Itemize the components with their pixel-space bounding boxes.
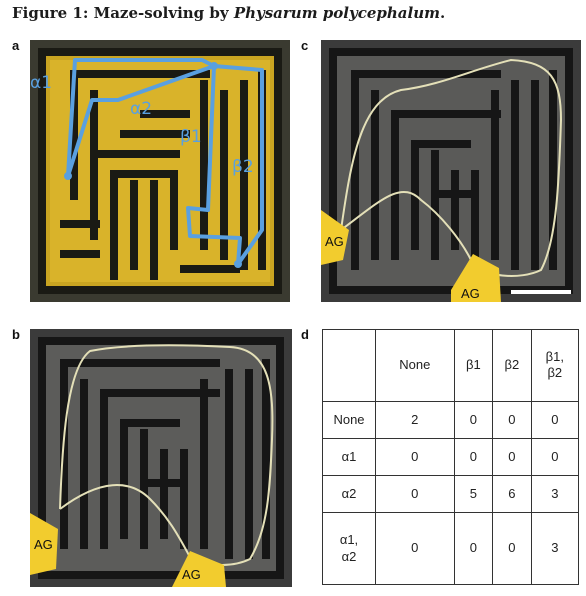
row-header: None: [323, 401, 376, 438]
maze-photo-c: AG AG: [321, 40, 581, 302]
column-header: β2: [493, 330, 532, 402]
path-label-alpha1: α1: [30, 73, 52, 93]
table-row: α2 0 5 6 3: [323, 475, 579, 512]
table-cell: 0: [493, 438, 532, 475]
table-row: None 2 0 0 0: [323, 401, 579, 438]
table-corner: [323, 330, 376, 402]
figure-title: Figure 1: Maze-solving by Physarum polyc…: [12, 4, 445, 22]
table-cell: 0: [531, 401, 578, 438]
path-label-alpha2: α2: [130, 99, 152, 119]
maze-photo-b: AG AG: [30, 329, 292, 587]
panel-label-a: a: [12, 38, 19, 53]
table-cell: 0: [376, 438, 455, 475]
table-cell: 0: [376, 513, 455, 585]
ag-label-bottom: AG: [182, 567, 201, 582]
column-header: β1, β2: [531, 330, 578, 402]
panel-label-b: b: [12, 327, 20, 342]
table-cell: 0: [454, 401, 493, 438]
ag-label-left: AG: [34, 537, 53, 552]
scale-bar: [511, 290, 571, 294]
table-cell: 6: [493, 475, 532, 512]
panel-label-d: d: [301, 327, 309, 342]
table-cell: 0: [454, 438, 493, 475]
table-cell: 0: [454, 513, 493, 585]
table-cell: 0: [493, 401, 532, 438]
row-header: α1, α2: [323, 513, 376, 585]
table-row: α1 0 0 0 0: [323, 438, 579, 475]
row-header: α2: [323, 475, 376, 512]
results-table: None β1 β2 β1, β2 None 2 0 0 0 α1 0 0 0 …: [322, 329, 579, 585]
table-cell: 3: [531, 475, 578, 512]
panel-label-c: c: [301, 38, 308, 53]
table-cell: 3: [531, 513, 578, 585]
table-cell: 0: [376, 475, 455, 512]
table-cell: 0: [493, 513, 532, 585]
path-label-beta2: β2: [232, 157, 254, 177]
column-header: None: [376, 330, 455, 402]
row-header: α1: [323, 438, 376, 475]
column-header: β1: [454, 330, 493, 402]
table-cell: 5: [454, 475, 493, 512]
ag-label-bottom: AG: [461, 286, 480, 301]
table-cell: 2: [376, 401, 455, 438]
table-cell: 0: [531, 438, 578, 475]
table-row: α1, α2 0 0 0 3: [323, 513, 579, 585]
ag-label-left: AG: [325, 234, 344, 249]
path-label-beta1: β1: [180, 127, 202, 147]
table-header-row: None β1 β2 β1, β2: [323, 330, 579, 402]
maze-photo-a: α1 α2 β1 β2: [30, 40, 290, 302]
